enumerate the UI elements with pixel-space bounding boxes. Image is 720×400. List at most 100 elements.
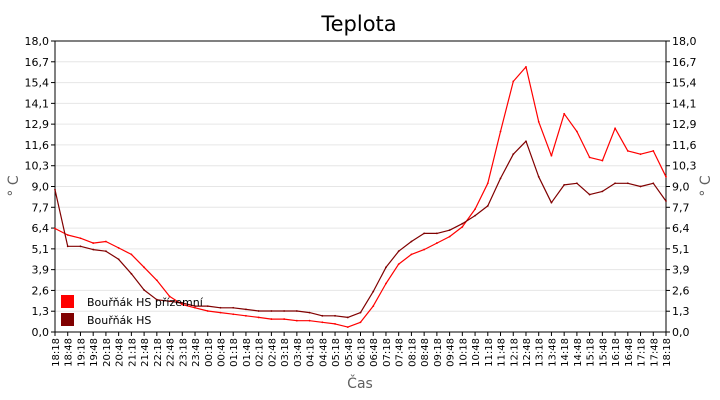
x-tick-label: 07:18 bbox=[382, 338, 393, 367]
data-point bbox=[563, 183, 566, 186]
data-point bbox=[219, 306, 222, 309]
data-point bbox=[499, 130, 502, 133]
y-tick-label-right: 3,9 bbox=[672, 264, 690, 277]
data-point bbox=[245, 314, 247, 317]
data-point bbox=[512, 153, 515, 156]
data-point bbox=[461, 226, 464, 228]
data-point bbox=[257, 310, 260, 312]
x-tick-label: 12:48 bbox=[522, 338, 533, 367]
data-point bbox=[588, 193, 591, 196]
data-point bbox=[372, 305, 375, 308]
x-tick-label: 19:18 bbox=[76, 338, 87, 367]
data-point bbox=[639, 185, 642, 188]
data-point bbox=[525, 65, 527, 68]
x-axis: 18:18 18:48 19:18 19:48 20:18 20:48 21:18 21:48… bbox=[51, 332, 673, 367]
data-point bbox=[385, 266, 387, 269]
data-point bbox=[448, 235, 451, 238]
data-point bbox=[79, 237, 82, 240]
y-tick-label-right: 12,9 bbox=[672, 118, 697, 131]
y-tick-label-right: 6,4 bbox=[672, 222, 690, 235]
series-layer bbox=[54, 65, 667, 329]
data-point bbox=[575, 182, 578, 185]
x-tick-label: 01:48 bbox=[242, 338, 253, 367]
data-point bbox=[206, 310, 209, 312]
y-tick-label-left: 2,6 bbox=[32, 284, 50, 297]
data-point bbox=[92, 242, 95, 244]
data-point bbox=[639, 153, 642, 156]
x-tick-label: 20:18 bbox=[102, 338, 113, 367]
data-point bbox=[92, 248, 95, 251]
x-tick-label: 08:48 bbox=[420, 338, 431, 367]
data-point bbox=[652, 150, 655, 152]
data-point bbox=[232, 313, 235, 316]
x-tick-label: 18:48 bbox=[64, 338, 75, 367]
x-tick-label: 17:18 bbox=[637, 338, 648, 367]
data-point bbox=[525, 140, 527, 143]
x-tick-label: 03:18 bbox=[280, 338, 291, 367]
x-tick-label: 11:48 bbox=[497, 338, 508, 367]
x-tick-label: 01:18 bbox=[229, 338, 240, 367]
x-tick-label: 16:18 bbox=[611, 338, 622, 367]
data-point bbox=[461, 222, 464, 225]
y-tick-label-left: 16,7 bbox=[25, 56, 50, 69]
data-point bbox=[181, 303, 184, 306]
data-point bbox=[537, 175, 540, 178]
x-tick-label: 04:48 bbox=[318, 338, 329, 367]
data-point bbox=[486, 182, 489, 185]
data-point bbox=[601, 159, 604, 162]
x-tick-label: 10:48 bbox=[471, 338, 482, 367]
data-point bbox=[194, 306, 196, 309]
data-point bbox=[308, 319, 311, 322]
y-tick-label-right: 0,0 bbox=[672, 326, 690, 339]
data-point bbox=[143, 266, 146, 269]
data-point bbox=[117, 247, 120, 249]
data-point bbox=[512, 80, 515, 83]
legend-swatch-series-1 bbox=[61, 313, 74, 326]
y-tick-label-left: 11,6 bbox=[25, 139, 50, 152]
x-tick-label: 13:18 bbox=[535, 338, 546, 367]
x-tick-label: 14:18 bbox=[560, 338, 571, 367]
data-point bbox=[372, 290, 375, 293]
data-point bbox=[614, 127, 616, 130]
x-tick-label: 17:48 bbox=[649, 338, 660, 367]
y-axis-title-left: ° C bbox=[6, 175, 22, 196]
chart-title: Teplota bbox=[320, 12, 396, 36]
x-tick-label: 21:18 bbox=[127, 338, 138, 367]
data-point bbox=[423, 232, 426, 235]
data-point bbox=[359, 321, 362, 324]
data-point bbox=[423, 248, 426, 251]
data-point bbox=[130, 253, 133, 256]
data-point bbox=[614, 182, 616, 185]
data-point bbox=[665, 200, 667, 202]
data-point bbox=[270, 310, 273, 312]
data-point bbox=[321, 321, 324, 324]
y-tick-label-right: 2,6 bbox=[672, 284, 690, 297]
data-point bbox=[283, 318, 286, 320]
x-tick-label: 13:48 bbox=[547, 338, 558, 367]
data-point bbox=[550, 201, 553, 204]
y-tick-label-right: 16,7 bbox=[672, 56, 697, 69]
y-tick-label-right: 7,7 bbox=[672, 201, 690, 214]
x-axis-title: Čas bbox=[347, 374, 373, 392]
x-tick-label: 02:48 bbox=[267, 338, 278, 367]
data-point bbox=[474, 214, 476, 217]
x-tick-label: 21:48 bbox=[140, 338, 151, 367]
x-tick-label: 00:48 bbox=[216, 338, 227, 367]
data-point bbox=[295, 310, 298, 312]
data-point bbox=[626, 182, 629, 185]
data-point bbox=[308, 311, 311, 314]
data-point bbox=[105, 250, 107, 253]
x-tick-label: 11:18 bbox=[484, 338, 495, 367]
y-tick-label-right: 18,0 bbox=[672, 35, 697, 48]
data-point bbox=[499, 177, 502, 180]
x-tick-label: 04:18 bbox=[306, 338, 317, 367]
x-tick-label: 05:18 bbox=[331, 338, 342, 367]
data-point bbox=[206, 305, 209, 308]
y-tick-label-right: 14,1 bbox=[672, 97, 697, 110]
data-point bbox=[626, 150, 629, 152]
data-point bbox=[588, 156, 591, 159]
data-point bbox=[79, 245, 82, 248]
data-point bbox=[168, 295, 171, 298]
y-tick-label-right: 5,1 bbox=[672, 243, 690, 256]
